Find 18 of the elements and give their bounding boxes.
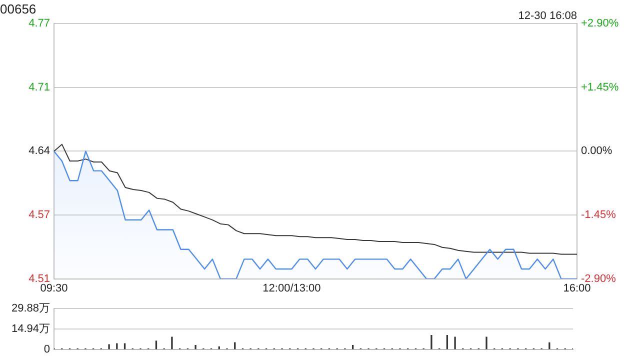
y2-tick-label: -1.45% bbox=[581, 209, 616, 222]
chart-title: 00656 bbox=[0, 1, 36, 16]
y-tick-label: 4.64 bbox=[28, 145, 50, 158]
x-tick-label: 09:30 bbox=[40, 282, 68, 294]
y-tick-label: 4.71 bbox=[28, 81, 50, 94]
y-tick-label: 14.94万 bbox=[11, 323, 50, 336]
y2-tick-label: +1.45% bbox=[581, 81, 619, 94]
x-tick-label: 16:00 bbox=[563, 282, 591, 294]
text: 12-30 16:08 bbox=[518, 10, 577, 22]
x-tick-label: 12:00/13:00 bbox=[262, 282, 321, 294]
y2-tick-label: +2.90% bbox=[581, 18, 619, 30]
y-tick-label: 4.51 bbox=[28, 272, 50, 285]
y-tick-label: 4.57 bbox=[28, 209, 50, 222]
y2-tick-label: -2.90% bbox=[581, 272, 616, 285]
y-tick-label: 4.77 bbox=[28, 18, 50, 30]
y-tick-label: 0 bbox=[44, 343, 50, 356]
y-tick-label: 29.88万 bbox=[11, 302, 50, 315]
y2-tick-label: 0.00% bbox=[581, 145, 612, 158]
